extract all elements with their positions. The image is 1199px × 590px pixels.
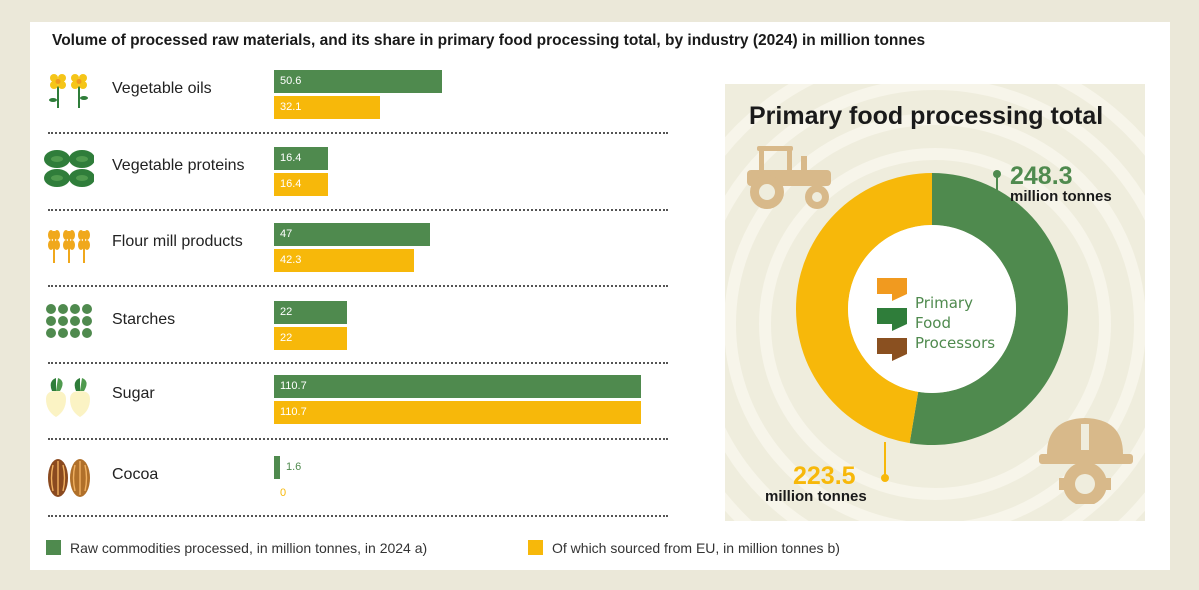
- bar-yellow: [274, 249, 415, 272]
- cocoa-pod-icon: [44, 456, 94, 500]
- legend-swatch-green: [46, 540, 61, 555]
- data-label-yellow: 16.4: [280, 178, 302, 190]
- bar-green: [274, 301, 347, 324]
- total-panel: Primary food processing total: [725, 84, 1145, 521]
- category-label: Flour mill products: [112, 233, 243, 250]
- bar-yellow: [274, 96, 381, 119]
- bar-yellow: [274, 401, 641, 424]
- category-label: Cocoa: [112, 466, 159, 483]
- bar-green: [274, 223, 430, 246]
- slice-label-green: 248.3: [1010, 162, 1073, 190]
- center-line-1: Primary: [915, 294, 973, 312]
- data-label-green: 47: [280, 228, 293, 240]
- soybean-icon: [44, 147, 95, 191]
- bar-row: Vegetable oils 50.6 32.1: [30, 70, 670, 122]
- legend-label-eu: Of which sourced from EU, in million ton…: [552, 540, 840, 556]
- data-label-green: 110.7: [280, 380, 307, 392]
- legend-item-eu: Of which sourced from EU, in million ton…: [528, 540, 840, 556]
- leader-line-green-dot: [993, 170, 1001, 178]
- bar-row: Starches 22 22: [30, 301, 670, 353]
- bar-yellow: [274, 327, 347, 350]
- infographic-card: Volume of processed raw materials, and i…: [30, 22, 1170, 570]
- row-divider: [48, 132, 668, 134]
- row-divider: [48, 285, 668, 287]
- data-label-green: 16.4: [280, 152, 302, 164]
- bar-green: [274, 456, 280, 479]
- donut-title: Primary food processing total: [749, 102, 1104, 130]
- legend-item-raw: Raw commodities processed, in million to…: [46, 540, 427, 556]
- bar-row: Vegetable proteins 16.4 16.4: [30, 147, 670, 199]
- tractor-icon: [747, 146, 831, 209]
- slice-unit-green: million tonnes: [1010, 188, 1112, 205]
- data-label-yellow: 42.3: [280, 254, 302, 266]
- center-line-3: Processors: [915, 334, 996, 352]
- bar-row: Flour mill products 47 42.3: [30, 223, 670, 275]
- bar-green: [274, 375, 641, 398]
- chart-title: Volume of processed raw materials, and i…: [52, 32, 926, 49]
- category-label: Sugar: [112, 385, 155, 402]
- processors-logo-icon: [877, 278, 907, 361]
- bar-green: [274, 147, 329, 170]
- center-line-2: Food: [915, 314, 951, 332]
- bar-row: Cocoa 1.6 0: [30, 456, 670, 508]
- data-label-yellow: 32.1: [280, 101, 302, 113]
- row-divider: [48, 209, 668, 211]
- row-divider: [48, 362, 668, 364]
- leader-line-yellow-dot: [881, 474, 889, 482]
- data-label-green: 22: [280, 306, 293, 318]
- bar-green: [274, 70, 442, 93]
- bar-row: Sugar 110.7 110.7: [30, 375, 670, 427]
- donut-center-text: Primary Food Processors: [915, 293, 995, 353]
- panel-background-rings: [725, 84, 1145, 521]
- category-label: Starches: [112, 311, 176, 328]
- sugar-beet-icon: [44, 375, 94, 419]
- legend-swatch-yellow: [528, 540, 543, 555]
- category-label: Vegetable proteins: [112, 157, 245, 174]
- row-divider: [48, 515, 668, 517]
- data-label-yellow: 0: [280, 487, 287, 499]
- donut-slice-green: [909, 173, 1069, 445]
- data-label-green: 50.6: [280, 75, 302, 87]
- rapeseed-flower-icon: [44, 70, 94, 114]
- data-label-yellow: 22: [280, 332, 293, 344]
- row-divider: [48, 438, 668, 440]
- hardhat-gear-icon: [1039, 418, 1133, 504]
- donut-slice-yellow: [796, 173, 932, 444]
- wheat-icon: [44, 223, 94, 267]
- data-label-yellow: 110.7: [280, 406, 307, 418]
- category-label: Vegetable oils: [112, 80, 212, 97]
- bar-yellow: [274, 173, 329, 196]
- data-label-green: 1.6: [286, 461, 302, 473]
- legend-label-raw: Raw commodities processed, in million to…: [70, 540, 428, 556]
- slice-label-yellow: 223.5: [793, 462, 856, 490]
- starch-grains-icon: [44, 301, 94, 345]
- slice-unit-yellow: million tonnes: [765, 488, 867, 505]
